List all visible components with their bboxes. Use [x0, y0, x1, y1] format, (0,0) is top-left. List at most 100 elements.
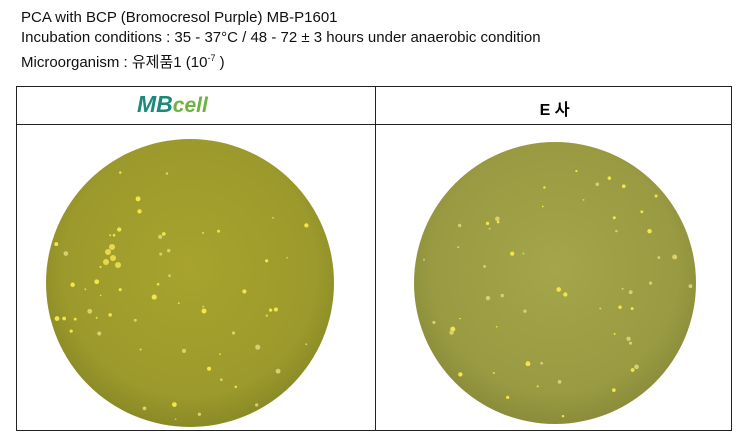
colony [541, 205, 544, 208]
colony [483, 264, 486, 268]
colony [156, 282, 160, 286]
colony [139, 348, 142, 351]
colony [255, 344, 261, 350]
colony [599, 307, 602, 310]
colony [613, 333, 616, 336]
colony [219, 378, 223, 382]
colony [54, 242, 59, 247]
colony [556, 287, 562, 292]
colony [94, 279, 100, 285]
colony [110, 255, 116, 261]
closing: ) [215, 54, 225, 71]
colony [612, 388, 616, 392]
colony [449, 330, 454, 335]
colony [135, 196, 141, 202]
title: PCA with BCP (Bromocresol Purple) MB-P16… [21, 9, 338, 26]
colony [492, 371, 495, 374]
logo-mb: MB [137, 91, 173, 117]
divider [17, 124, 731, 125]
colony [70, 282, 75, 287]
colony [172, 402, 177, 407]
colony [523, 309, 527, 313]
colony [496, 220, 500, 224]
colony [99, 266, 102, 269]
colony [168, 274, 171, 278]
colony [217, 229, 220, 233]
colony [657, 256, 661, 259]
logo: MBcell [137, 91, 208, 118]
colony [621, 184, 626, 189]
colony [432, 320, 436, 325]
colony [458, 372, 463, 377]
colony [133, 318, 137, 322]
colony [84, 288, 87, 291]
colony [485, 221, 490, 226]
colony [177, 302, 180, 305]
colony [582, 198, 585, 201]
colony [688, 284, 693, 289]
colony [647, 228, 652, 234]
colony [630, 368, 635, 372]
colony [207, 366, 212, 371]
colony [159, 252, 163, 256]
colony [423, 258, 425, 261]
microorganism-text: Microorganism : 유제품1 (10 [21, 54, 208, 71]
colony [54, 316, 60, 321]
colony [167, 248, 171, 253]
colony [99, 294, 102, 297]
colony [268, 308, 273, 312]
colony [628, 290, 633, 295]
colony [485, 295, 491, 301]
divider [375, 87, 376, 430]
colony [201, 308, 207, 314]
petri-dish [46, 139, 334, 427]
colony [115, 262, 121, 268]
colony [151, 294, 157, 300]
colony [459, 317, 461, 320]
colony [275, 368, 281, 374]
colony [286, 256, 289, 259]
colony [234, 385, 238, 389]
colony [536, 385, 539, 388]
colony [488, 227, 491, 230]
colony [621, 287, 624, 290]
table: MBcell E 사 [16, 86, 732, 431]
colony [265, 259, 269, 263]
colony [197, 412, 202, 416]
colony [165, 172, 169, 175]
colony [181, 348, 187, 353]
petri-dish [414, 142, 696, 424]
colony [63, 251, 69, 256]
colony [137, 209, 142, 214]
colony [108, 313, 112, 317]
colony [495, 216, 500, 222]
colony [557, 380, 562, 384]
colony [525, 361, 531, 367]
colony [174, 418, 177, 420]
colony [630, 307, 634, 311]
colony [654, 194, 658, 198]
colony [242, 289, 247, 294]
colony [273, 307, 278, 312]
colony [543, 186, 546, 189]
column-label: E 사 [539, 102, 570, 119]
colony [202, 305, 205, 308]
colony [109, 244, 115, 250]
colony [510, 251, 515, 256]
colony [612, 216, 616, 220]
colony [595, 182, 600, 187]
colony [561, 414, 565, 418]
colony [105, 249, 111, 255]
colony [563, 292, 568, 297]
colony [540, 361, 544, 365]
colony [272, 216, 274, 219]
colony [97, 331, 102, 336]
colony [161, 232, 166, 236]
colony [648, 281, 653, 285]
colony [522, 252, 525, 255]
colony [457, 223, 462, 228]
colony [109, 234, 112, 237]
colony [112, 233, 116, 237]
